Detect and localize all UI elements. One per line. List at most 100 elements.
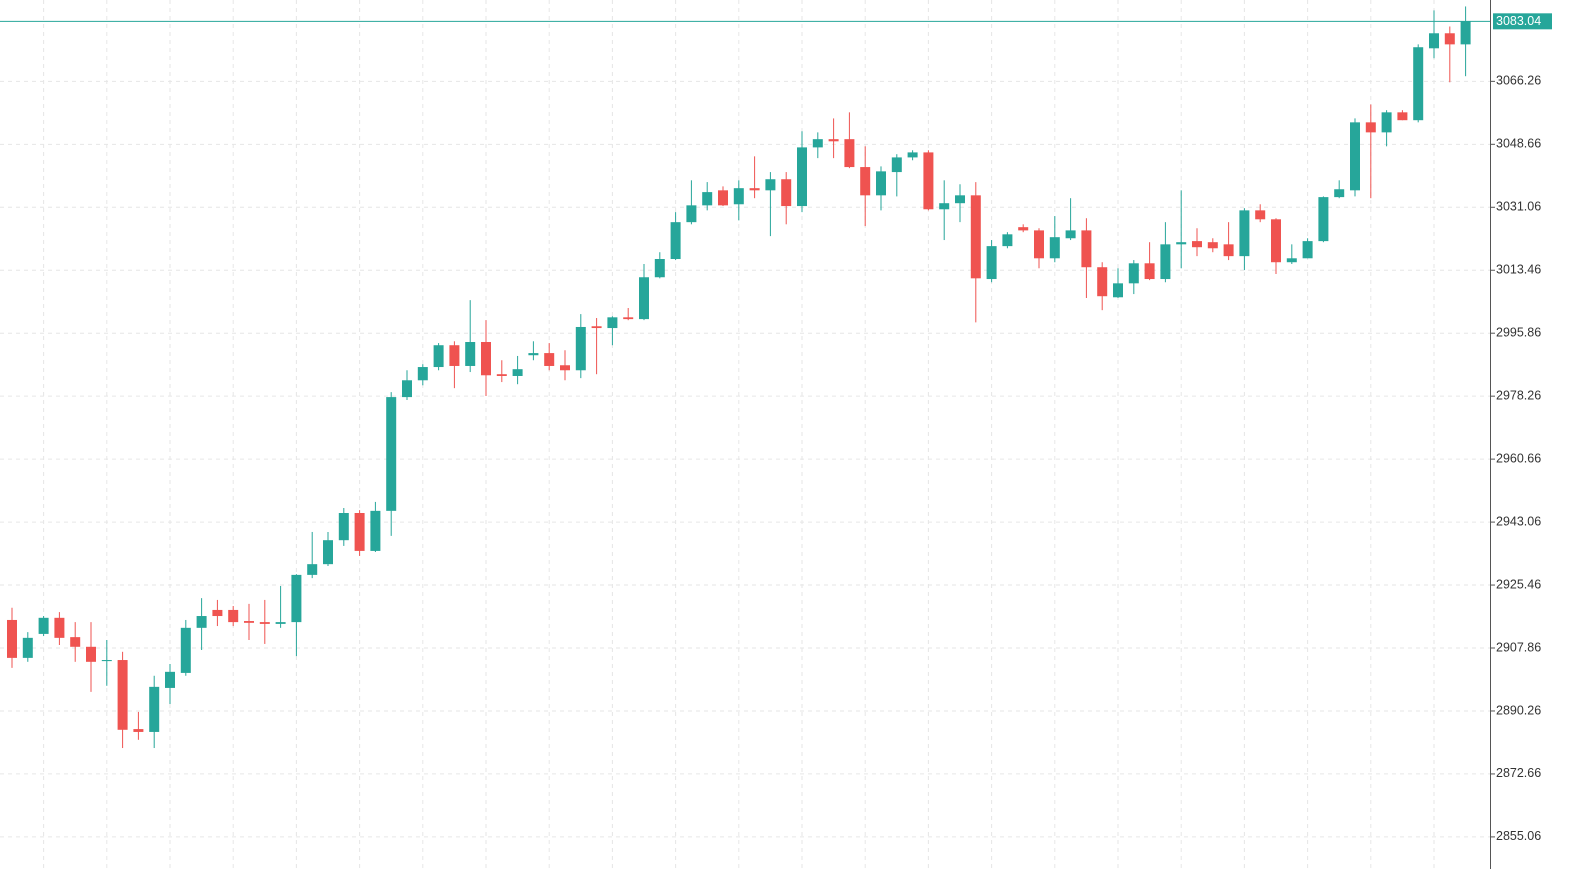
candle-body [1381, 112, 1392, 133]
candle-body [1255, 210, 1266, 220]
candle-body [876, 171, 886, 196]
candle-body [180, 627, 191, 673]
candle-body [970, 195, 981, 279]
candle-body [433, 345, 444, 368]
candle-body [1176, 242, 1187, 245]
candle-body [22, 637, 33, 658]
candle-body [812, 139, 823, 148]
candle-body [228, 609, 239, 623]
candle-body [323, 540, 333, 565]
candle-body [70, 637, 81, 647]
candle-body [1444, 33, 1455, 45]
candle-body [1318, 197, 1329, 242]
candle-body [907, 152, 918, 158]
y-tick-label: 3013.46 [1496, 263, 1541, 277]
candle-body [133, 729, 144, 732]
candle-body [38, 617, 49, 634]
candle-body [1413, 47, 1424, 121]
candle-body [923, 152, 934, 210]
candle-body [1271, 219, 1281, 263]
candle-body [1207, 242, 1218, 249]
candle-body [702, 192, 713, 206]
y-tick-label: 2978.26 [1496, 388, 1541, 402]
candle-body [1397, 112, 1408, 121]
candle-body [1429, 33, 1439, 49]
candle-body [860, 167, 871, 196]
candle-body [544, 353, 555, 366]
candle-body [212, 609, 223, 617]
candle-body [1065, 230, 1076, 239]
price-label-box [1493, 13, 1552, 30]
y-tick-label: 2855.06 [1496, 829, 1541, 843]
candle-body [259, 622, 270, 624]
y-tick-label: 2890.26 [1496, 703, 1541, 717]
candle-body [307, 564, 318, 575]
candle-body [402, 380, 412, 398]
candle-body [733, 188, 744, 205]
candle-body [1223, 244, 1234, 257]
y-tick-label: 2995.86 [1496, 325, 1541, 339]
candle-body [560, 365, 570, 371]
candle-body [575, 326, 586, 371]
candle-body [354, 513, 365, 551]
candle-body [1049, 237, 1060, 259]
candle-body [528, 353, 539, 356]
candle-body [749, 188, 760, 191]
candle-body [291, 574, 302, 623]
candle-body [939, 203, 950, 210]
candle-body [1097, 267, 1108, 297]
candle-body [828, 139, 839, 142]
candle-body [481, 342, 491, 376]
candle-body [781, 179, 792, 207]
candle-body [686, 205, 697, 223]
y-tick-label: 3031.06 [1496, 200, 1541, 214]
candle-body [1160, 244, 1171, 280]
candle-body [1144, 263, 1155, 280]
candle-body [670, 222, 681, 260]
candle-body [370, 510, 381, 551]
candle-body [1302, 241, 1313, 259]
y-tick-label: 2960.66 [1496, 451, 1541, 465]
y-tick-label: 2872.66 [1496, 766, 1541, 780]
candle-body [1192, 241, 1202, 248]
candle-body [591, 326, 602, 329]
candle-body [86, 646, 96, 662]
candle-body [1365, 122, 1376, 133]
candle-body [1334, 189, 1345, 198]
price-label: 3083.04 [1496, 14, 1541, 28]
candle-body [1113, 283, 1123, 298]
y-tick-label: 2943.06 [1496, 514, 1541, 528]
candle-body [54, 617, 65, 638]
candle-body [196, 616, 207, 628]
candle-body [244, 621, 254, 623]
candle-body [1286, 258, 1297, 263]
candle-body [955, 195, 965, 204]
candle-body [639, 277, 649, 320]
candle-body [1034, 230, 1044, 259]
candle-body [165, 671, 175, 688]
candle-body [718, 190, 728, 206]
candle-body [417, 367, 428, 381]
candle-body [1460, 21, 1471, 45]
candle-body [512, 369, 523, 376]
candle-body [101, 660, 112, 662]
candle-body [496, 374, 507, 376]
candle-body [449, 345, 460, 366]
candle-body [1081, 230, 1092, 268]
candle-body [149, 686, 160, 732]
candle-body [7, 619, 17, 658]
candle-body [1128, 263, 1139, 284]
candle-body [1018, 227, 1029, 231]
y-tick-label: 3066.26 [1496, 74, 1541, 88]
candle-body [891, 157, 902, 173]
candle-body [765, 179, 776, 191]
candle-body [117, 660, 128, 730]
candle-body [338, 513, 349, 541]
candle-body [1350, 122, 1360, 191]
candle-body [1239, 210, 1250, 257]
candle-body [386, 397, 397, 511]
candle-body [623, 317, 634, 320]
candle-body [275, 622, 286, 624]
